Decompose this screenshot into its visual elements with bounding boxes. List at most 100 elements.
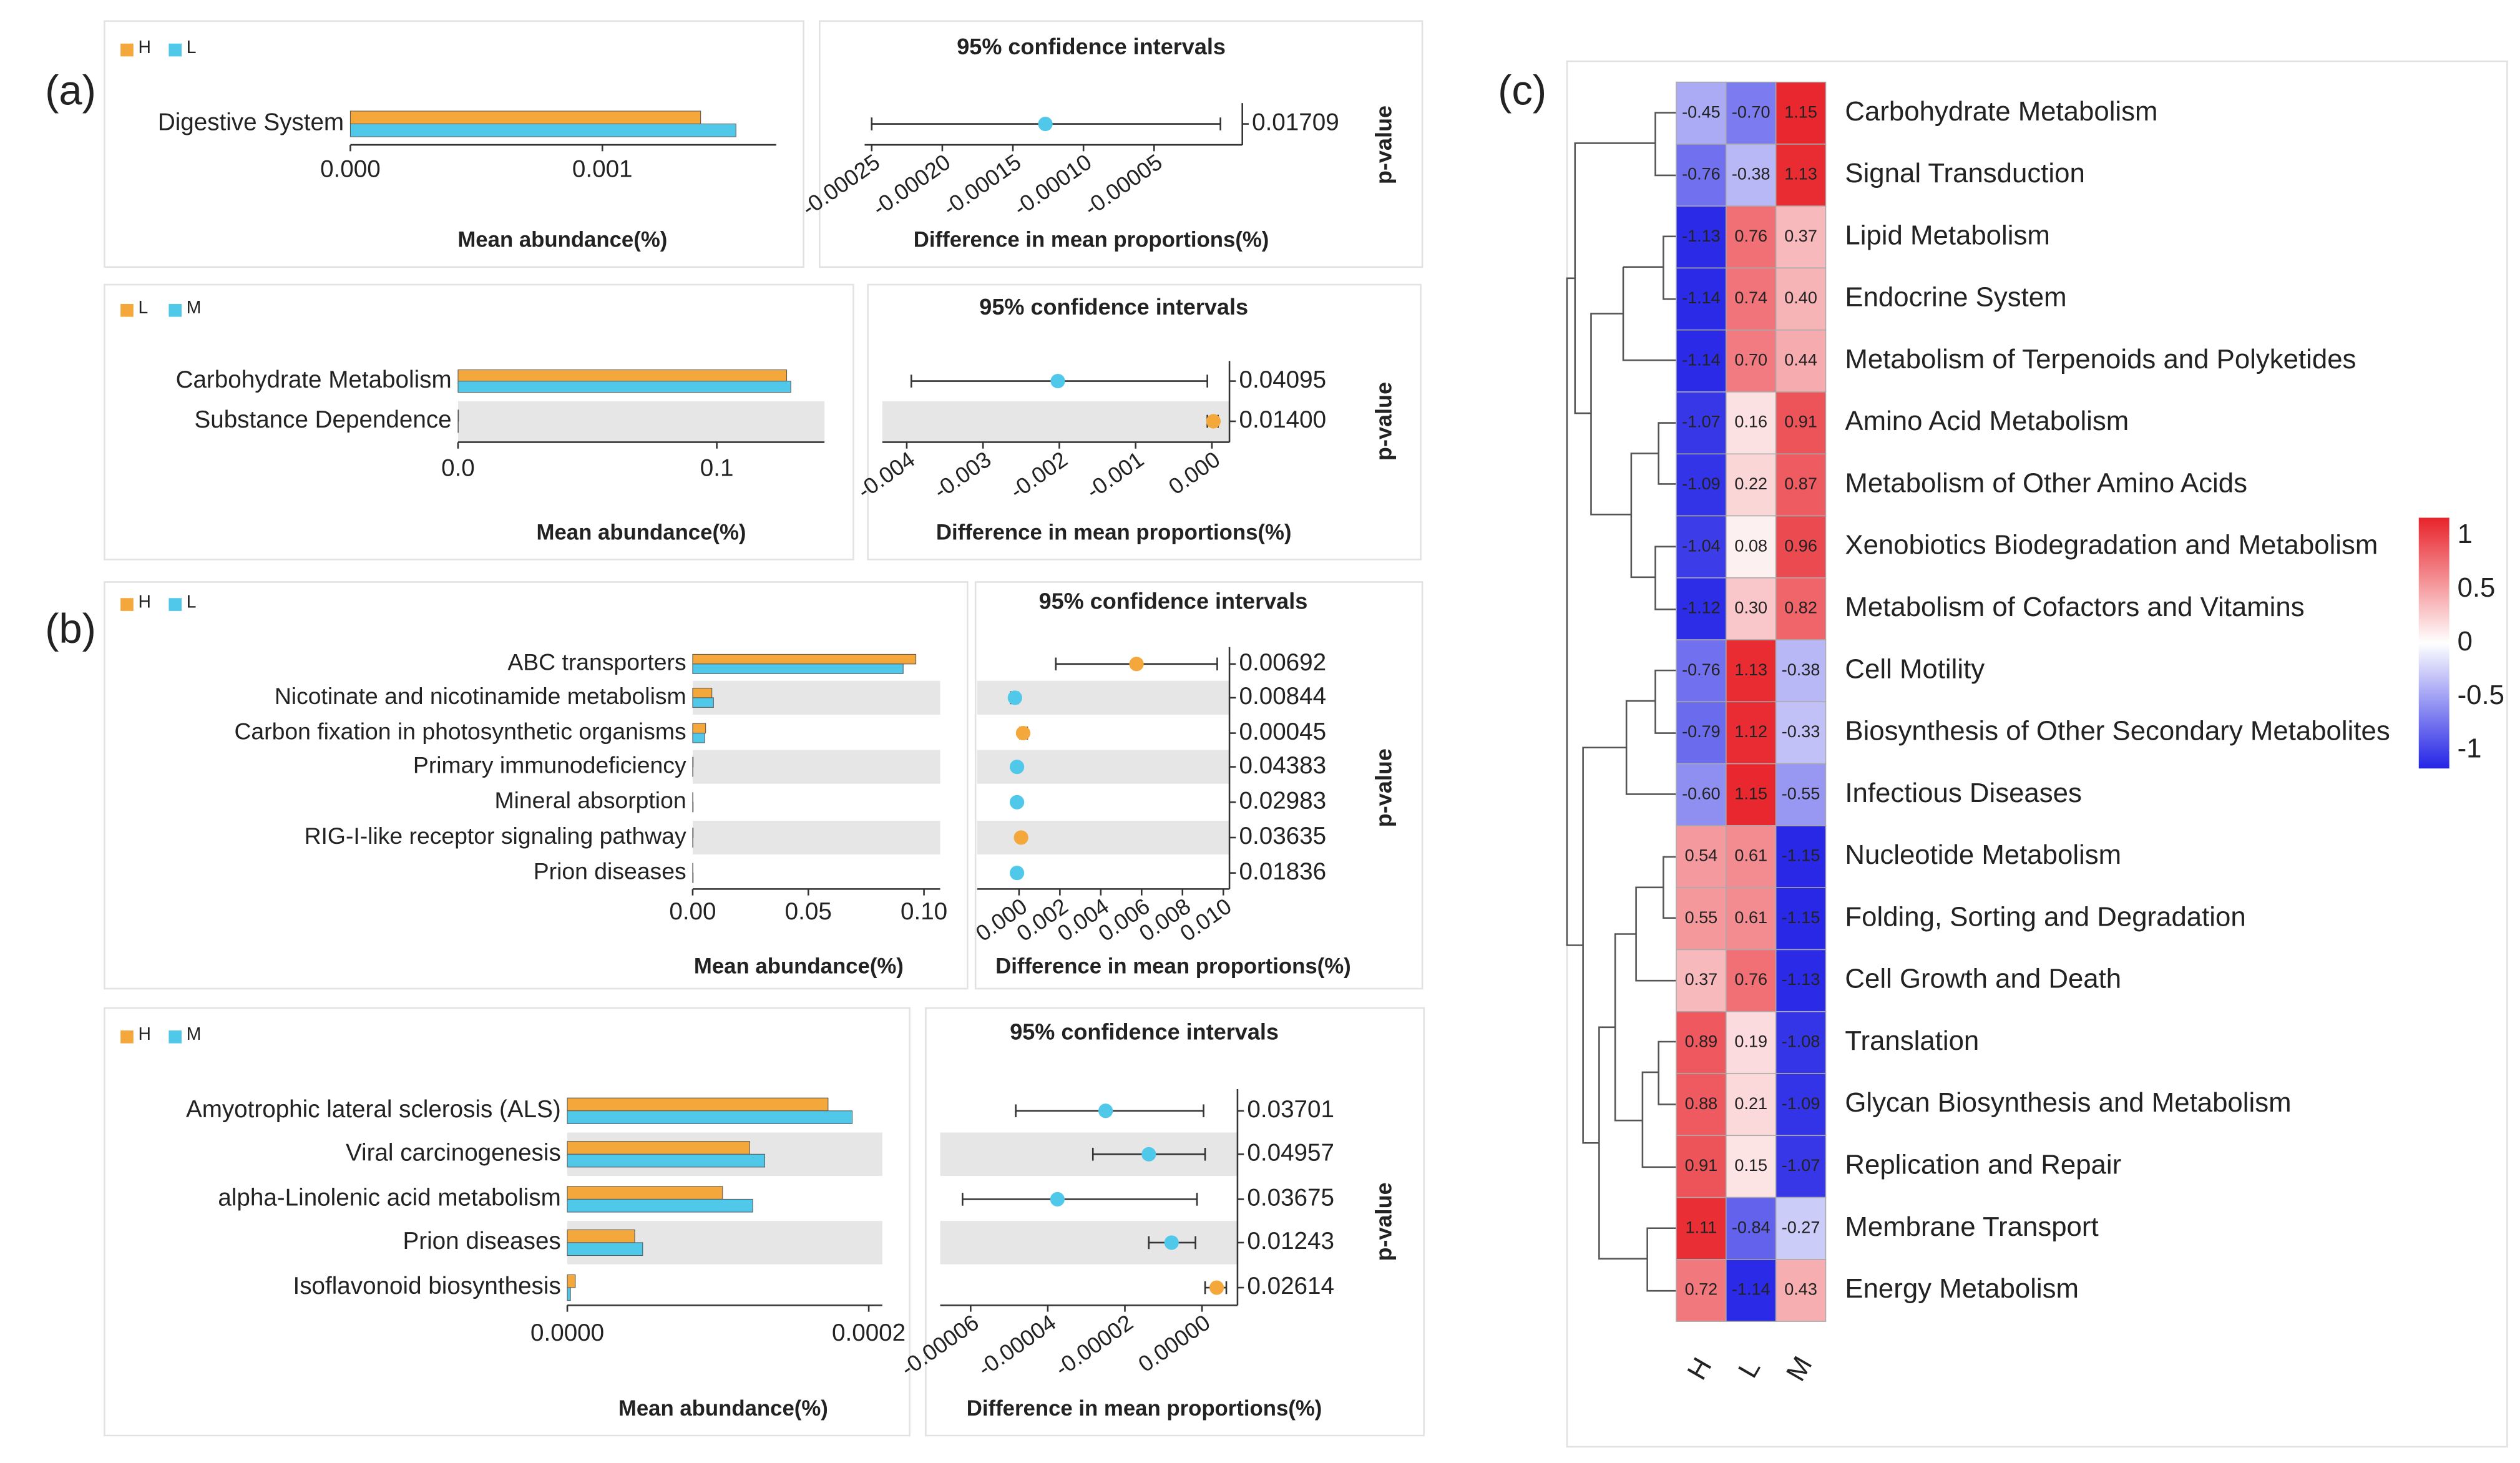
- row-label: Metabolism of Cofactors and Vitamins: [1845, 592, 2304, 622]
- x-axis-title: Mean abundance(%): [618, 1397, 828, 1421]
- heatmap-cell: [1775, 267, 1827, 331]
- row-label: Endocrine System: [1845, 282, 2066, 313]
- heatmap-cell: [1676, 453, 1727, 517]
- bar: [567, 1186, 723, 1200]
- row-label: Cell Motility: [1845, 653, 1985, 684]
- ci-point: [1206, 414, 1221, 429]
- cell-label: -0.33: [1782, 722, 1820, 741]
- heatmap-cell: [1775, 887, 1827, 951]
- row-label: Biosynthesis of Other Secondary Metaboli…: [1845, 716, 2390, 746]
- x-axis-title: Mean abundance(%): [537, 521, 746, 544]
- cell-label: 1.15: [1784, 102, 1817, 121]
- x-tick-label: 0.0000: [530, 1319, 604, 1346]
- heatmap-cell: [1676, 267, 1727, 331]
- x-tick-label: 0.05: [785, 898, 832, 925]
- row-stripe: [692, 750, 940, 784]
- legend-swatch: [168, 1030, 182, 1044]
- row-label: Replication and Repair: [1845, 1149, 2121, 1180]
- p-value: 0.01243: [1247, 1228, 1334, 1255]
- category-label: alpha-Linolenic acid metabolism: [218, 1185, 560, 1211]
- cell-label: 0.19: [1734, 1032, 1767, 1051]
- row-label: Signal Transduction: [1845, 158, 2084, 188]
- bar: [692, 697, 714, 708]
- cell-label: 1.13: [1734, 660, 1767, 679]
- heatmap-cell: [1676, 1010, 1727, 1074]
- heatmap-cell: [1726, 267, 1777, 331]
- ci-point: [1050, 1191, 1065, 1206]
- cell-label: 1.13: [1784, 165, 1817, 183]
- category-label: ABC transporters: [507, 649, 686, 675]
- ci-point: [1209, 1280, 1224, 1295]
- ci-axis-title: Difference in mean proportions(%): [936, 521, 1292, 544]
- cell-label: 0.08: [1734, 536, 1767, 555]
- cell-label: -1.07: [1782, 1156, 1820, 1175]
- cell-label: 0.21: [1734, 1094, 1767, 1113]
- p-value: 0.00692: [1239, 649, 1327, 676]
- heatmap-cell: [1775, 701, 1827, 765]
- cell-label: 0.37: [1685, 970, 1718, 989]
- frame: [104, 581, 969, 990]
- row-label: Lipid Metabolism: [1845, 220, 2049, 250]
- colorbar-tick-label: 1: [2458, 519, 2473, 549]
- cell-label: -1.09: [1682, 474, 1721, 493]
- cell-label: 0.72: [1685, 1280, 1718, 1299]
- cell-label: 0.96: [1784, 536, 1817, 555]
- cell-label: 0.76: [1734, 970, 1767, 989]
- bar: [692, 663, 904, 674]
- colorbar-tick-label: 0.5: [2458, 572, 2496, 603]
- heatmap-cell: [1726, 1259, 1777, 1322]
- category-label: Digestive System: [158, 109, 344, 136]
- cell-label: 0.76: [1734, 227, 1767, 245]
- p-value: 0.04095: [1239, 366, 1327, 393]
- p-value-title: p-value: [1370, 382, 1396, 461]
- category-label: Prion diseases: [534, 858, 686, 884]
- ci-point: [1038, 116, 1053, 132]
- p-value: 0.03701: [1247, 1096, 1334, 1123]
- cell-label: -1.07: [1682, 413, 1721, 431]
- heatmap-cell: [1775, 205, 1827, 269]
- p-value: 0.02983: [1239, 788, 1327, 815]
- cell-label: -1.14: [1732, 1280, 1770, 1299]
- legend-label: M: [187, 1024, 202, 1044]
- cell-label: -0.76: [1682, 165, 1721, 183]
- ci-title: 95% confidence intervals: [979, 294, 1248, 320]
- bar: [567, 1097, 829, 1112]
- colorbar-tick-label: -0.5: [2458, 680, 2504, 710]
- x-axis-title: Mean abundance(%): [457, 228, 667, 252]
- row-label: Translation: [1845, 1025, 1979, 1056]
- ci-point: [1164, 1235, 1179, 1250]
- p-value: 0.01709: [1252, 109, 1339, 136]
- legend-label: H: [138, 37, 150, 57]
- bar: [692, 733, 705, 743]
- heatmap-cell: [1775, 1259, 1827, 1322]
- cell-label: 0.61: [1734, 908, 1767, 927]
- bar: [457, 409, 459, 422]
- ci-title: 95% confidence intervals: [957, 34, 1226, 59]
- heatmap-cell: [1775, 577, 1827, 640]
- bar: [692, 687, 713, 698]
- row-label: Amino Acid Metabolism: [1845, 406, 2129, 436]
- ci-point: [1007, 690, 1022, 705]
- heatmap-cell: [1676, 81, 1727, 145]
- cell-label: -1.15: [1782, 908, 1820, 927]
- cell-label: -1.04: [1682, 536, 1721, 555]
- ci-title: 95% confidence intervals: [1039, 588, 1308, 614]
- heatmap-cell: [1775, 81, 1827, 145]
- bar: [457, 369, 788, 382]
- cell-label: -1.08: [1782, 1032, 1820, 1051]
- colorbar-tick-label: -1: [2458, 733, 2482, 764]
- cell-label: 0.54: [1685, 846, 1718, 865]
- cell-label: -1.14: [1682, 350, 1721, 369]
- bar: [567, 1141, 750, 1155]
- category-label: Isoflavonoid biosynthesis: [293, 1273, 561, 1299]
- legend-label: L: [138, 298, 148, 318]
- row-label: Xenobiotics Biodegradation and Metabolis…: [1845, 530, 2378, 560]
- heatmap-cell: [1676, 825, 1727, 888]
- heatmap-cell: [1726, 515, 1777, 579]
- cell-label: -1.14: [1682, 288, 1721, 307]
- heatmap-cell: [1676, 949, 1727, 1012]
- bar: [349, 124, 736, 137]
- heatmap-cell: [1676, 639, 1727, 703]
- category-label: Amyotrophic lateral sclerosis (ALS): [186, 1096, 561, 1123]
- heatmap-cell: [1726, 1196, 1777, 1260]
